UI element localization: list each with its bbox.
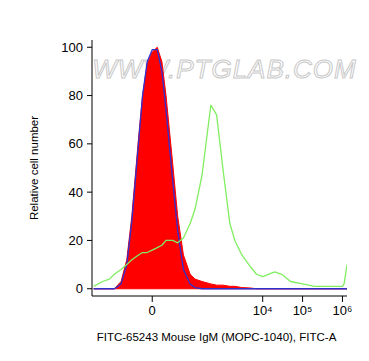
- x-tick: [152, 296, 153, 302]
- histogram-line: [94, 105, 347, 286]
- watermark: WWW.PTGLAB.COM: [92, 54, 356, 84]
- x-axis-label: FITC-65243 Mouse IgM (MOPC-1040), FITC-A: [97, 331, 337, 343]
- y-tick-label: 20: [69, 233, 83, 248]
- x-tick: [342, 296, 343, 302]
- x-tick-label: 10⁶: [333, 303, 353, 318]
- y-tick: [87, 192, 92, 193]
- y-tick-label: 40: [69, 185, 83, 200]
- y-axis-label: Relative cell number: [28, 116, 40, 220]
- y-tick: [87, 95, 92, 96]
- x-tick: [262, 296, 263, 302]
- y-axis: [92, 40, 93, 296]
- histogram-line: [94, 50, 347, 289]
- x-axis: [92, 296, 347, 297]
- x-tick-label: 10⁴: [253, 303, 273, 318]
- y-tick: [87, 288, 92, 289]
- plot-area: [94, 47, 347, 289]
- y-tick: [87, 240, 92, 241]
- y-tick: [87, 143, 92, 144]
- y-tick-label: 100: [61, 40, 83, 55]
- y-tick-label: 0: [76, 281, 83, 296]
- y-tick-label: 60: [69, 136, 83, 151]
- histogram-area: [94, 47, 347, 289]
- chart: WWW.PTGLAB.COM 0 20 40 60 80 100 0 10⁴ 10⁵ 10⁶ FITC…: [0, 0, 369, 361]
- y-tick-label: 80: [69, 88, 83, 103]
- x-tick-label: 10⁵: [293, 303, 313, 318]
- x-tick: [302, 296, 303, 302]
- y-tick: [87, 47, 92, 48]
- x-tick-label: 0: [149, 303, 156, 318]
